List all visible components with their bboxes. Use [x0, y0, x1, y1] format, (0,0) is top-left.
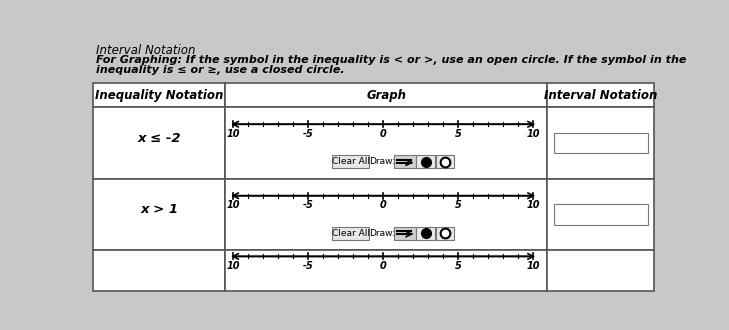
Text: 10: 10: [526, 200, 540, 210]
Bar: [394, 227, 416, 240]
Text: 5: 5: [455, 261, 461, 271]
Text: Inequality Notation: Inequality Notation: [95, 89, 224, 102]
Text: For Graphing: If the symbol in the inequality is < or >, use an open circle. If : For Graphing: If the symbol in the inequ…: [95, 55, 686, 65]
Bar: [394, 155, 416, 168]
Bar: [547, 250, 654, 291]
Bar: [436, 227, 454, 240]
Text: Interval Notation: Interval Notation: [95, 44, 195, 57]
Text: -5: -5: [303, 200, 313, 210]
Text: Clear All: Clear All: [332, 229, 370, 238]
Bar: [416, 227, 435, 240]
Text: inequality is ≤ or ≥, use a closed circle.: inequality is ≤ or ≥, use a closed circl…: [95, 65, 344, 75]
Text: 0: 0: [380, 129, 386, 139]
Text: Interval Notation: Interval Notation: [544, 89, 658, 102]
Bar: [547, 179, 654, 250]
Bar: [225, 83, 547, 107]
Bar: [553, 205, 647, 224]
Text: -5: -5: [303, 261, 313, 271]
Text: 0: 0: [380, 261, 386, 271]
Bar: [436, 155, 454, 168]
Bar: [416, 155, 435, 168]
Text: x ≤ -2: x ≤ -2: [138, 132, 181, 145]
Bar: [93, 83, 225, 107]
Text: Draw:: Draw:: [370, 229, 395, 238]
Bar: [93, 250, 225, 291]
Text: x > 1: x > 1: [140, 203, 179, 216]
Text: 10: 10: [226, 261, 240, 271]
Bar: [225, 107, 547, 179]
Text: 5: 5: [455, 200, 461, 210]
Text: Draw:: Draw:: [370, 157, 395, 166]
Bar: [332, 155, 369, 168]
Text: 10: 10: [526, 129, 540, 139]
Bar: [547, 83, 654, 107]
Bar: [332, 227, 369, 240]
Bar: [225, 179, 547, 250]
Text: 0: 0: [380, 200, 386, 210]
Text: 5: 5: [455, 129, 461, 139]
Text: 10: 10: [526, 261, 540, 271]
Text: 10: 10: [226, 200, 240, 210]
Text: -5: -5: [303, 129, 313, 139]
Bar: [225, 250, 547, 291]
Text: Clear All: Clear All: [332, 157, 370, 166]
Bar: [93, 107, 225, 179]
Text: 10: 10: [226, 129, 240, 139]
Bar: [547, 107, 654, 179]
Bar: [93, 179, 225, 250]
Bar: [553, 133, 647, 153]
Text: Graph: Graph: [366, 89, 406, 102]
